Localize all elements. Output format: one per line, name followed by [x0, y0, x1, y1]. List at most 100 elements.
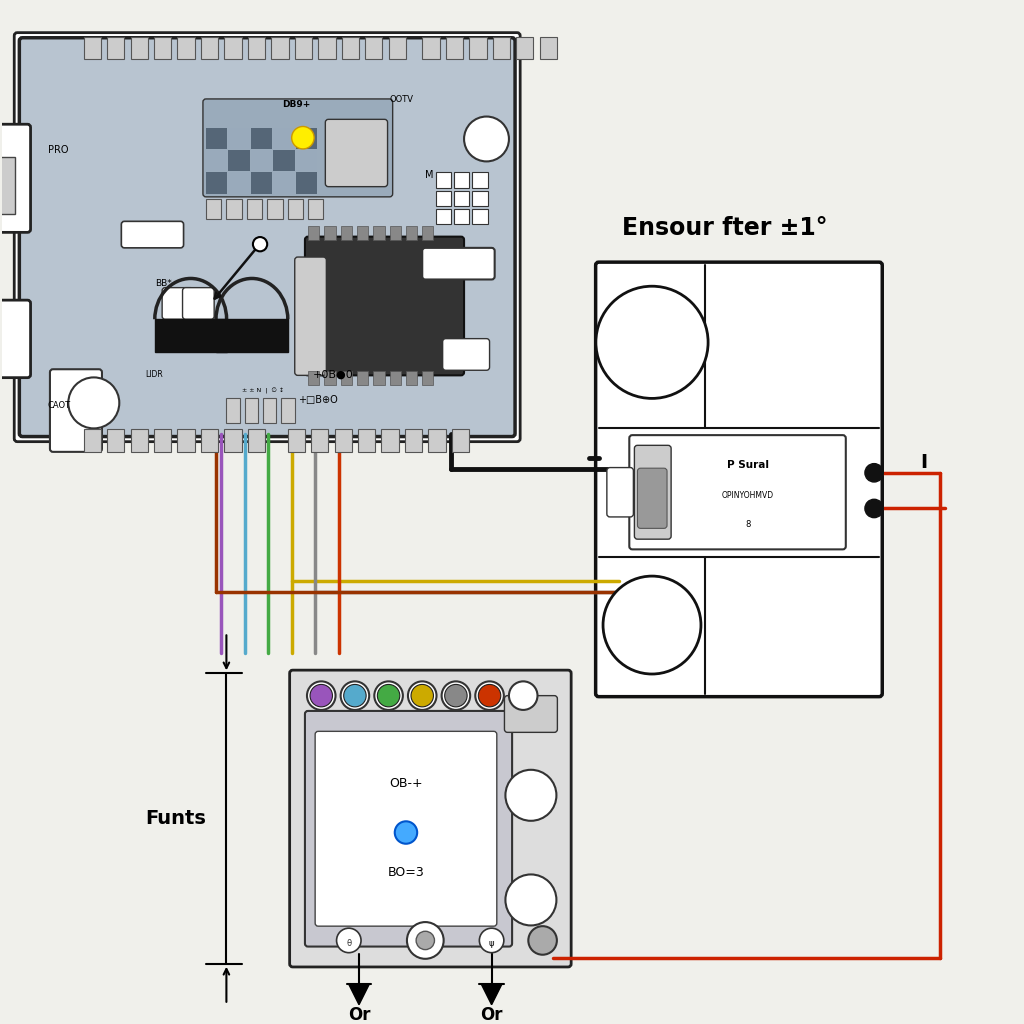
Bar [226, 397, 240, 423]
Bar [228, 172, 250, 194]
Bar [540, 37, 557, 59]
Bar [245, 397, 258, 423]
Text: Ensour fter ±1°: Ensour fter ±1° [623, 216, 827, 240]
Circle shape [865, 500, 884, 518]
FancyBboxPatch shape [315, 731, 497, 926]
FancyBboxPatch shape [596, 262, 883, 696]
Bar [224, 37, 242, 59]
Text: LIDR: LIDR [144, 371, 163, 380]
Bar [263, 397, 276, 423]
Bar [228, 150, 250, 171]
FancyBboxPatch shape [630, 435, 846, 549]
Bar [288, 429, 305, 452]
Bar [493, 37, 510, 59]
FancyBboxPatch shape [162, 288, 194, 319]
Bar [251, 172, 272, 194]
FancyBboxPatch shape [14, 33, 520, 441]
Text: P Sural: P Sural [727, 461, 769, 470]
Bar [308, 372, 319, 385]
Bar [452, 429, 469, 452]
Text: ψ: ψ [488, 939, 495, 948]
Bar [130, 429, 147, 452]
Circle shape [865, 464, 884, 482]
Bar [247, 199, 262, 219]
Text: I: I [920, 453, 927, 472]
Circle shape [528, 926, 557, 954]
Circle shape [444, 684, 467, 707]
Bar [308, 226, 319, 240]
Text: 8: 8 [745, 520, 751, 528]
Text: PRO: PRO [48, 145, 69, 155]
FancyBboxPatch shape [326, 120, 387, 186]
Circle shape [341, 681, 370, 710]
Bar [251, 150, 272, 171]
FancyBboxPatch shape [19, 38, 515, 436]
Circle shape [310, 684, 333, 707]
Bar [308, 199, 324, 219]
FancyBboxPatch shape [50, 370, 102, 452]
Bar [404, 429, 422, 452]
Text: OB-+: OB-+ [389, 777, 423, 791]
Bar [516, 37, 534, 59]
Bar [296, 150, 317, 171]
Text: ± ± N  |  ∅ ↕: ± ± N | ∅ ↕ [242, 388, 284, 394]
Bar [154, 37, 171, 59]
Text: +□B⊕O: +□B⊕O [298, 395, 338, 404]
Bar [325, 372, 336, 385]
Bar [381, 429, 398, 452]
Bar [389, 372, 400, 385]
Circle shape [475, 681, 504, 710]
Bar [288, 199, 303, 219]
Bar [341, 226, 352, 240]
Bar [406, 372, 417, 385]
Bar [325, 226, 336, 240]
Circle shape [69, 378, 120, 428]
Bar [472, 172, 487, 187]
Bar [335, 429, 352, 452]
Bar [472, 190, 487, 206]
Bar [406, 226, 417, 240]
Bar [108, 37, 124, 59]
Bar [422, 226, 433, 240]
Bar [357, 226, 369, 240]
FancyBboxPatch shape [295, 257, 327, 376]
Circle shape [337, 928, 361, 952]
Bar [445, 37, 463, 59]
Circle shape [375, 681, 402, 710]
Bar [342, 37, 359, 59]
FancyBboxPatch shape [182, 288, 214, 319]
Bar [216, 319, 288, 352]
Bar [374, 226, 384, 240]
FancyBboxPatch shape [635, 445, 671, 540]
Bar [389, 226, 400, 240]
Bar [248, 37, 265, 59]
Bar [130, 37, 147, 59]
Bar [422, 372, 433, 385]
Bar [472, 209, 487, 224]
Bar [388, 37, 406, 59]
Bar [154, 429, 171, 452]
Bar [0, 158, 15, 214]
Bar [206, 150, 227, 171]
Circle shape [292, 127, 314, 148]
Polygon shape [481, 984, 502, 1005]
Text: Or: Or [348, 1006, 371, 1024]
Circle shape [478, 684, 501, 707]
Bar [435, 190, 451, 206]
Bar [435, 172, 451, 187]
Bar [435, 209, 451, 224]
Circle shape [441, 681, 470, 710]
Bar [84, 429, 101, 452]
Bar [177, 429, 195, 452]
FancyBboxPatch shape [505, 695, 557, 732]
Bar [273, 150, 295, 171]
Text: BO=3: BO=3 [388, 866, 424, 879]
Text: CAOT: CAOT [48, 401, 71, 410]
Bar [228, 128, 250, 148]
Bar [282, 397, 295, 423]
Bar [469, 37, 486, 59]
Bar [374, 372, 384, 385]
Circle shape [378, 684, 399, 707]
Bar [251, 128, 272, 148]
Circle shape [596, 287, 708, 398]
